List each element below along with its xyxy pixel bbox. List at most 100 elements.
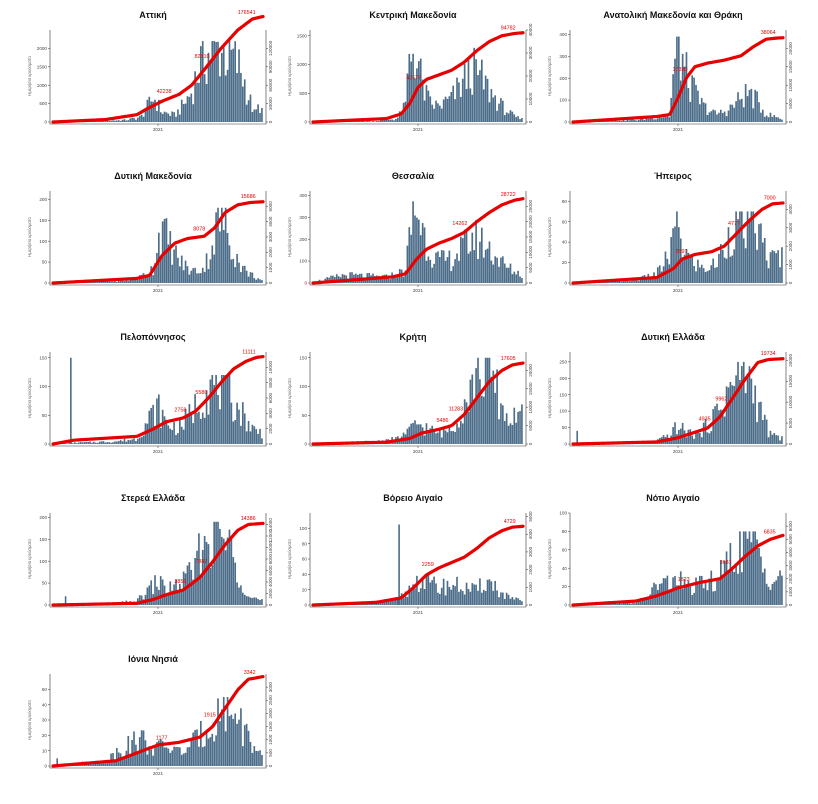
left-tick-label: 50 bbox=[42, 260, 48, 265]
bar bbox=[416, 576, 418, 605]
bar bbox=[741, 211, 743, 283]
bar bbox=[473, 403, 475, 444]
bar bbox=[762, 242, 764, 283]
bar bbox=[150, 101, 152, 122]
bar bbox=[135, 280, 137, 283]
bar bbox=[632, 119, 634, 122]
bar bbox=[190, 739, 192, 766]
bar bbox=[638, 281, 640, 283]
bar bbox=[244, 595, 246, 605]
right-tick-label: 0 bbox=[528, 120, 533, 123]
bar bbox=[198, 273, 200, 283]
bar bbox=[655, 119, 657, 122]
bar bbox=[475, 59, 477, 122]
bar bbox=[640, 119, 642, 122]
bar bbox=[196, 413, 198, 444]
bar bbox=[410, 591, 412, 605]
bar bbox=[491, 377, 493, 444]
bar bbox=[257, 599, 259, 605]
bar bbox=[236, 582, 238, 605]
bar bbox=[506, 112, 508, 122]
bar bbox=[760, 402, 762, 444]
bar bbox=[504, 264, 506, 283]
bar bbox=[508, 268, 510, 283]
bar bbox=[137, 118, 139, 122]
bar bbox=[143, 730, 145, 766]
right-tick-label: 1000 bbox=[268, 262, 273, 273]
bar bbox=[471, 233, 473, 283]
bar bbox=[206, 542, 208, 605]
bar bbox=[479, 379, 481, 444]
right-tick-label: 15000 bbox=[528, 230, 533, 243]
bar bbox=[668, 117, 670, 122]
right-tick-label: 5000 bbox=[268, 201, 273, 212]
bar bbox=[179, 420, 181, 444]
chart-svg: 01020304050050010001500200025003000Ημερή… bbox=[28, 644, 300, 804]
bar bbox=[500, 592, 502, 605]
bar bbox=[156, 253, 158, 283]
bar bbox=[210, 379, 212, 444]
bar bbox=[653, 119, 655, 122]
bar bbox=[508, 595, 510, 605]
bar bbox=[252, 753, 254, 766]
left-axis-label: Ημερήσια κρούσματα bbox=[27, 700, 32, 740]
left-tick-label: 100 bbox=[559, 409, 567, 414]
left-tick-label: 100 bbox=[559, 98, 567, 103]
right-tick-label: 2000 bbox=[268, 708, 273, 719]
bar bbox=[621, 604, 623, 605]
bar bbox=[122, 441, 124, 444]
bar bbox=[468, 254, 470, 283]
bar bbox=[693, 266, 695, 283]
bar bbox=[781, 436, 783, 444]
bar bbox=[145, 111, 147, 122]
left-tick-label: 20 bbox=[42, 733, 48, 738]
bar bbox=[208, 544, 210, 605]
bar bbox=[726, 116, 728, 122]
bar bbox=[737, 362, 739, 444]
bar bbox=[217, 208, 219, 283]
bar bbox=[695, 433, 697, 444]
right-tick-label: 3000 bbox=[268, 682, 273, 693]
left-tick-label: 1000 bbox=[37, 83, 48, 88]
right-tick-label: 4000 bbox=[268, 408, 273, 419]
bar bbox=[758, 224, 760, 283]
bar bbox=[716, 404, 718, 444]
bar bbox=[752, 108, 754, 122]
bar bbox=[259, 279, 261, 283]
bar bbox=[187, 747, 189, 766]
bar bbox=[709, 433, 711, 444]
bar bbox=[510, 599, 512, 605]
bar bbox=[135, 120, 137, 122]
bar bbox=[737, 574, 739, 605]
bar bbox=[244, 266, 246, 283]
bar bbox=[431, 426, 433, 444]
bar bbox=[466, 232, 468, 283]
bar bbox=[187, 414, 189, 444]
bar bbox=[468, 58, 470, 122]
left-tick-label: 100 bbox=[39, 239, 47, 244]
bar bbox=[93, 442, 95, 444]
bar bbox=[730, 105, 732, 123]
bar bbox=[460, 97, 462, 122]
right-tick-label: 25000 bbox=[528, 200, 533, 213]
bar bbox=[638, 120, 640, 122]
right-tick-label: 30000 bbox=[268, 97, 273, 110]
right-tick-label: 6000 bbox=[788, 521, 793, 532]
right-tick-label: 0 bbox=[788, 603, 793, 606]
left-tick-label: 80 bbox=[562, 199, 568, 204]
bar bbox=[701, 437, 703, 444]
bar bbox=[112, 281, 114, 283]
bar bbox=[456, 78, 458, 122]
bar bbox=[760, 223, 762, 283]
bar bbox=[512, 274, 514, 283]
bar bbox=[689, 587, 691, 605]
bar bbox=[127, 281, 129, 283]
cumulative-point-label: 42238 bbox=[157, 89, 172, 95]
bar bbox=[703, 102, 705, 122]
bar bbox=[177, 747, 179, 766]
bar bbox=[131, 280, 133, 283]
bar bbox=[403, 598, 405, 605]
bar bbox=[204, 418, 206, 444]
bar bbox=[181, 256, 183, 283]
